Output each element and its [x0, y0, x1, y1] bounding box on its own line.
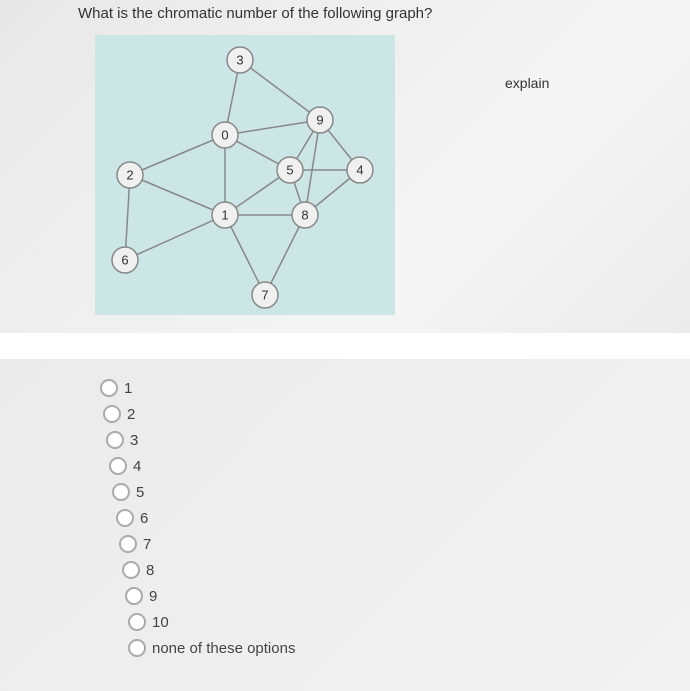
option-label: 8: [146, 562, 154, 579]
option-label: 9: [149, 588, 157, 605]
option-label: 2: [127, 406, 135, 423]
option-row[interactable]: 10: [128, 613, 690, 631]
radio-button[interactable]: [128, 639, 146, 657]
option-label: 4: [133, 458, 141, 475]
option-label: 7: [143, 536, 151, 553]
graph-node-label: 6: [121, 253, 128, 268]
graph-node-label: 7: [261, 288, 268, 303]
option-row[interactable]: 4: [109, 457, 690, 475]
graph-node-label: 8: [301, 208, 308, 223]
graph-node-label: 3: [236, 53, 243, 68]
graph-edge: [305, 120, 320, 215]
graph-node-label: 0: [221, 128, 228, 143]
option-label: 1: [124, 380, 132, 397]
option-row[interactable]: 6: [116, 509, 690, 527]
graph-edge: [225, 120, 320, 135]
graph-node-label: 5: [286, 163, 293, 178]
radio-button[interactable]: [103, 405, 121, 423]
option-row[interactable]: 5: [112, 483, 690, 501]
radio-button[interactable]: [119, 535, 137, 553]
option-label: 3: [130, 432, 138, 449]
option-row[interactable]: 3: [106, 431, 690, 449]
radio-button[interactable]: [125, 587, 143, 605]
graph-edge: [240, 60, 320, 120]
radio-button[interactable]: [109, 457, 127, 475]
option-row[interactable]: 1: [100, 379, 690, 397]
option-label: 10: [152, 614, 169, 631]
option-label: 6: [140, 510, 148, 527]
option-label: 5: [136, 484, 144, 501]
question-text: What is the chromatic number of the foll…: [78, 5, 690, 22]
radio-button[interactable]: [106, 431, 124, 449]
graph-node-label: 2: [126, 168, 133, 183]
graph-edge: [130, 135, 225, 175]
option-row[interactable]: 9: [125, 587, 690, 605]
section-divider: [0, 333, 690, 357]
radio-button[interactable]: [128, 613, 146, 631]
explain-text: explain: [505, 75, 549, 91]
radio-button[interactable]: [100, 379, 118, 397]
graph-container: 0 1 2 3 4 5 6 7 8 9: [95, 35, 395, 315]
option-row[interactable]: 8: [122, 561, 690, 579]
question-area: What is the chromatic number of the foll…: [0, 5, 690, 32]
option-row[interactable]: 2: [103, 405, 690, 423]
option-label: none of these options: [152, 640, 295, 657]
graph-node-label: 1: [221, 208, 228, 223]
option-row[interactable]: 7: [119, 535, 690, 553]
graph-node-label: 4: [356, 163, 363, 178]
graph-node-label: 9: [316, 113, 323, 128]
graph-edge: [130, 175, 225, 215]
option-row[interactable]: none of these options: [128, 639, 690, 657]
options-section: 1 2 3 4 5 6 7 8 9 10 none of these options: [0, 357, 690, 691]
radio-button[interactable]: [112, 483, 130, 501]
radio-button[interactable]: [116, 509, 134, 527]
graph-edge: [125, 215, 225, 260]
radio-button[interactable]: [122, 561, 140, 579]
graph-svg: 0 1 2 3 4 5 6 7 8 9: [95, 35, 395, 315]
